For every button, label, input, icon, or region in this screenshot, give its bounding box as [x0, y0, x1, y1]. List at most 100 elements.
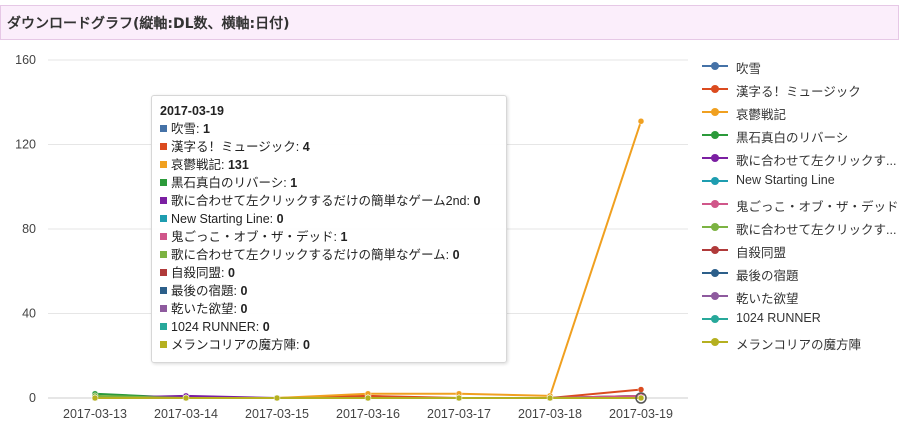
legend-marker-icon: [700, 83, 730, 95]
legend-label: 1024 RUNNER: [736, 311, 821, 325]
x-tick-label: 2017-03-16: [336, 407, 400, 421]
legend-item[interactable]: 漢字る！ミュージック: [700, 78, 900, 101]
x-tick-label: 2017-03-19: [609, 407, 673, 421]
legend-item[interactable]: 鬼ごっこ・オブ・ザ・デッド: [700, 193, 900, 216]
series-swatch-icon: [160, 341, 167, 348]
legend-label: 漢字る！ミュージック: [736, 85, 861, 99]
data-point: [273, 394, 281, 402]
legend-item[interactable]: 歌に合わせて左クリックす...: [700, 216, 900, 239]
x-tick-label: 2017-03-13: [63, 407, 127, 421]
legend-item[interactable]: 乾いた欲望: [700, 285, 900, 308]
tooltip-series-label: 1024 RUNNER: [171, 320, 256, 334]
tooltip-row: 歌に合わせて左クリックするだけの簡単なゲーム2nd: 0: [160, 192, 498, 210]
series-swatch-icon: [160, 287, 167, 294]
legend-label: 自殺同盟: [736, 246, 787, 260]
y-tick-label: 160: [15, 53, 36, 67]
tooltip-row: 最後の宿題: 0: [160, 282, 498, 300]
series-swatch-icon: [160, 269, 167, 276]
series-swatch-icon: [160, 125, 167, 132]
tooltip-series-value: 0: [262, 320, 270, 334]
tooltip-series-label: 鬼ごっこ・オブ・ザ・デッド: [171, 230, 334, 244]
x-tick-label: 2017-03-18: [518, 407, 582, 421]
legend-marker-icon: [700, 198, 730, 210]
legend-marker-icon: [700, 267, 730, 279]
legend-item[interactable]: 黒石真白のリバーシ: [700, 124, 900, 147]
data-point: [182, 394, 190, 402]
legend-item[interactable]: メランコリアの魔方陣: [700, 331, 900, 354]
series-swatch-icon: [160, 197, 167, 204]
legend-item[interactable]: 最後の宿題: [700, 262, 900, 285]
tooltip-series-value: 0: [227, 266, 235, 280]
x-tick-label: 2017-03-15: [245, 407, 309, 421]
tooltip-series-label: 漢字る！ミュージック: [171, 140, 296, 154]
tooltip-row: 自殺同盟: 0: [160, 264, 498, 282]
tooltip-row: 1024 RUNNER: 0: [160, 318, 498, 336]
hover-marker: [635, 392, 647, 404]
tooltip-row: 漢字る！ミュージック: 4: [160, 138, 498, 156]
tooltip-row: 歌に合わせて左クリックするだけの簡単なゲーム: 0: [160, 246, 498, 264]
tooltip-series-label: 歌に合わせて左クリックするだけの簡単なゲーム2nd: [171, 194, 467, 208]
data-point: [637, 386, 645, 393]
tooltip-row: New Starting Line: 0: [160, 210, 498, 228]
tooltip-series-value: 0: [452, 248, 460, 262]
chart-title: ダウンロードグラフ(縦軸:DL数、横軸:日付): [7, 16, 290, 32]
series-swatch-icon: [160, 179, 167, 186]
x-tick-label: 2017-03-17: [427, 407, 491, 421]
legend-marker-icon: [700, 313, 730, 325]
tooltip-series-label: 乾いた欲望: [171, 302, 234, 316]
legend-label: 歌に合わせて左クリックす...: [736, 223, 897, 237]
tooltip-series-label: 歌に合わせて左クリックするだけの簡単なゲーム: [171, 248, 446, 262]
data-point: [91, 394, 99, 402]
y-tick-label: 40: [22, 307, 36, 321]
tooltip-series-value: 1: [340, 230, 348, 244]
x-tick-label: 2017-03-14: [154, 407, 218, 421]
series-swatch-icon: [160, 233, 167, 240]
tooltip-row: メランコリアの魔方陣: 0: [160, 336, 498, 354]
tooltip-series-value: 131: [227, 158, 249, 172]
legend-item[interactable]: 吹雪: [700, 55, 900, 78]
tooltip-series-value: 0: [473, 194, 481, 208]
legend-marker-icon: [700, 60, 730, 72]
legend-label: 最後の宿題: [736, 269, 799, 283]
data-point: [637, 394, 645, 402]
tooltip-series-value: 0: [240, 284, 248, 298]
legend-item[interactable]: 自殺同盟: [700, 239, 900, 262]
legend-marker-icon: [700, 290, 730, 302]
tooltip-series-label: 最後の宿題: [171, 284, 234, 298]
data-point: [455, 394, 463, 402]
tooltip-series-value: 1: [202, 122, 210, 136]
tooltip-row: 乾いた欲望: 0: [160, 300, 498, 318]
legend-marker-icon: [700, 106, 730, 118]
legend-label: 鬼ごっこ・オブ・ザ・デッド: [736, 200, 899, 214]
legend-label: 哀鬱戦記: [736, 108, 787, 122]
series-swatch-icon: [160, 251, 167, 258]
tooltip-series-label: メランコリアの魔方陣: [171, 338, 297, 352]
legend-item[interactable]: 歌に合わせて左クリックす...: [700, 147, 900, 170]
series-swatch-icon: [160, 143, 167, 150]
tooltip-series-label: New Starting Line: [171, 212, 270, 226]
series-swatch-icon: [160, 305, 167, 312]
tooltip-series-label: 哀鬱戦記: [171, 158, 222, 172]
legend-item[interactable]: 1024 RUNNER: [700, 308, 900, 331]
legend-marker-icon: [700, 221, 730, 233]
tooltip-row: 吹雪: 1: [160, 120, 498, 138]
y-tick-label: 120: [15, 138, 36, 152]
tooltip-series-value: 4: [302, 140, 310, 154]
legend-label: 黒石真白のリバーシ: [736, 131, 849, 145]
legend-item[interactable]: New Starting Line: [700, 170, 900, 193]
y-tick-label: 80: [22, 222, 36, 236]
tooltip-row: 哀鬱戦記: 131: [160, 156, 498, 174]
chart-legend: 吹雪漢字る！ミュージック 哀鬱戦記黒石真白のリバーシ歌に合わせて左クリックす...…: [700, 55, 900, 354]
legend-marker-icon: [700, 129, 730, 141]
data-point: [364, 394, 372, 402]
legend-label: メランコリアの魔方陣: [736, 338, 862, 352]
tooltip-series-value: 0: [240, 302, 248, 316]
tooltip-series-label: 自殺同盟: [171, 266, 222, 280]
legend-label: 歌に合わせて左クリックす...: [736, 154, 897, 168]
chart-header: ダウンロードグラフ(縦軸:DL数、横軸:日付): [0, 5, 899, 40]
tooltip-row: 鬼ごっこ・オブ・ザ・デッド: 1: [160, 228, 498, 246]
legend-item[interactable]: 哀鬱戦記: [700, 101, 900, 124]
tooltip-row: 黒石真白のリバーシ: 1: [160, 174, 498, 192]
legend-label: New Starting Line: [736, 173, 835, 187]
